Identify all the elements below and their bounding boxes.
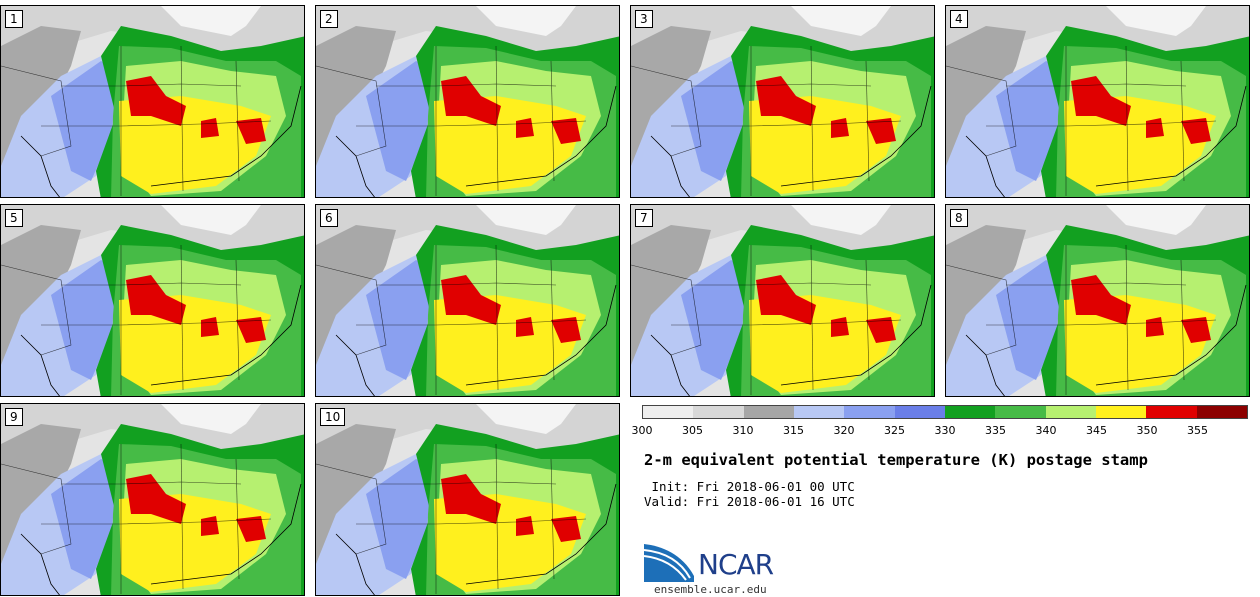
member-label: 9 xyxy=(5,408,23,426)
theta-e-map xyxy=(631,205,934,396)
colorbar-tick: 315 xyxy=(783,424,804,437)
colorbar-tick: 325 xyxy=(884,424,905,437)
colorbar-tick: 310 xyxy=(732,424,754,437)
valid-time: Valid: Fri 2018-06-01 16 UTC xyxy=(644,494,855,509)
colorbar-segment xyxy=(1146,406,1197,418)
colorbar-tick: 340 xyxy=(1035,424,1057,437)
theta-e-map xyxy=(946,205,1249,396)
theta-e-map xyxy=(316,6,619,197)
member-label: 7 xyxy=(635,209,653,227)
member-label: 1 xyxy=(5,10,23,28)
colorbar-segment xyxy=(793,406,845,418)
plot-title: 2-m equivalent potential temperature (K)… xyxy=(644,451,1148,469)
colorbar-tick: 320 xyxy=(833,424,855,437)
member-panel: 9 xyxy=(0,403,305,596)
colorbar-strip xyxy=(642,405,1248,419)
colorbar-tick: 345 xyxy=(1086,424,1107,437)
colorbar: 300 305 310 315 320 325 330 335 340 345 … xyxy=(632,405,1248,441)
colorbar-segment xyxy=(944,406,996,418)
colorbar-segment xyxy=(1196,406,1247,418)
member-panel: 1 xyxy=(0,5,305,198)
colorbar-tick: 355 xyxy=(1187,424,1208,437)
colorbar-segment xyxy=(894,406,945,418)
colorbar-segment xyxy=(743,406,794,418)
colorbar-tick: 335 xyxy=(985,424,1006,437)
colorbar-tick: 330 xyxy=(934,424,956,437)
member-panel: 10 xyxy=(315,403,620,596)
colorbar-segment xyxy=(643,406,694,418)
member-panel: 3 xyxy=(630,5,935,198)
colorbar-segment xyxy=(995,406,1046,418)
theta-e-map xyxy=(316,205,619,396)
theta-e-map xyxy=(631,6,934,197)
member-label: 4 xyxy=(950,10,968,28)
ncar-logo-icon xyxy=(643,544,694,582)
theta-e-map xyxy=(1,404,304,595)
member-label: 3 xyxy=(635,10,653,28)
member-panel: 4 xyxy=(945,5,1250,198)
ncar-wordmark: NCAR xyxy=(698,548,774,581)
member-panel: 7 xyxy=(630,204,935,397)
theta-e-map xyxy=(946,6,1249,197)
member-panel: 5 xyxy=(0,204,305,397)
colorbar-segment xyxy=(1095,406,1147,418)
colorbar-segment xyxy=(1045,406,1096,418)
member-label: 2 xyxy=(320,10,338,28)
colorbar-segment xyxy=(844,406,895,418)
member-label: 5 xyxy=(5,209,23,227)
colorbar-tick: 300 xyxy=(631,424,653,437)
colorbar-tick: 305 xyxy=(682,424,703,437)
site-url: ensemble.ucar.edu xyxy=(654,583,767,596)
member-label: 8 xyxy=(950,209,968,227)
member-panel: 2 xyxy=(315,5,620,198)
theta-e-map xyxy=(316,404,619,595)
colorbar-tick: 350 xyxy=(1136,424,1158,437)
colorbar-segment xyxy=(693,406,744,418)
member-panel: 8 xyxy=(945,204,1250,397)
theta-e-map xyxy=(1,6,304,197)
member-label: 10 xyxy=(320,408,346,426)
init-time: Init: Fri 2018-06-01 00 UTC xyxy=(644,479,855,494)
member-panel: 6 xyxy=(315,204,620,397)
theta-e-map xyxy=(1,205,304,396)
member-label: 6 xyxy=(320,209,338,227)
